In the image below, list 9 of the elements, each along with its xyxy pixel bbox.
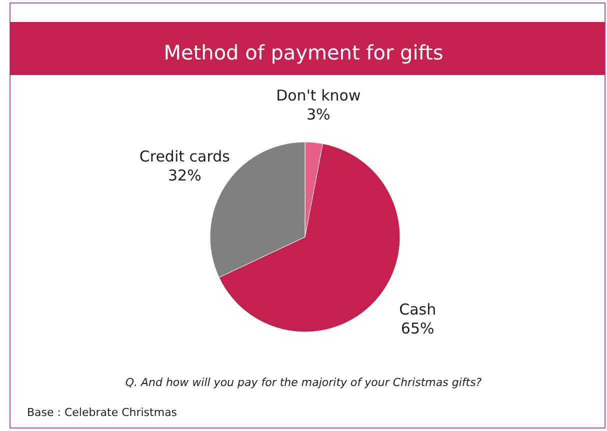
data-label: 3% bbox=[306, 106, 330, 124]
data-label: 32% bbox=[168, 166, 202, 185]
slice-label: Don't know bbox=[276, 86, 361, 105]
slice-label: Cash bbox=[399, 300, 436, 319]
chart-title: Method of payment for gifts bbox=[164, 40, 444, 64]
data-label: 65% bbox=[400, 320, 434, 338]
text: Q. And how will you pay for the majority of your Christmas gifts? bbox=[125, 376, 482, 389]
text: Base : Celebrate Christmas bbox=[27, 406, 178, 419]
slice-label: Credit cards bbox=[139, 148, 230, 166]
